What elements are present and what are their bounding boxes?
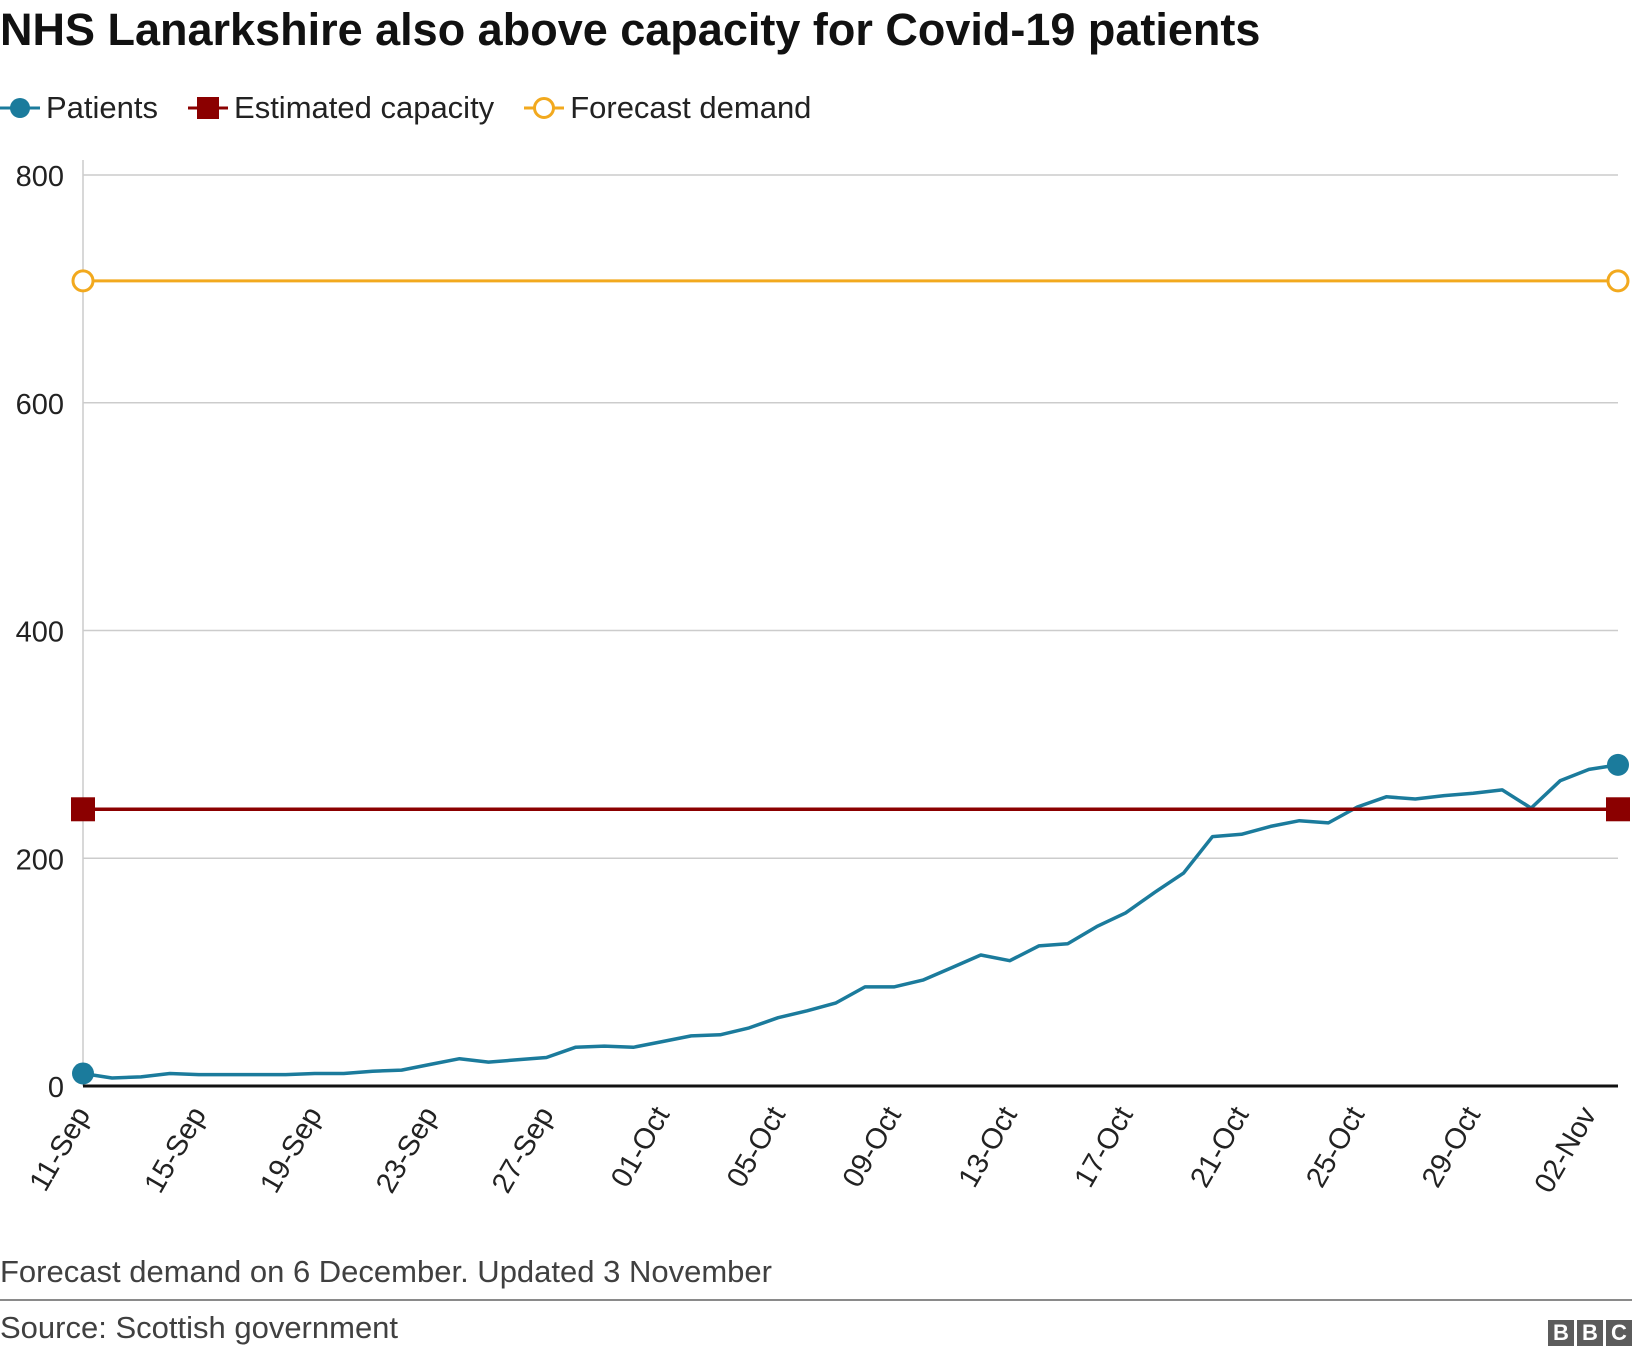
footnote: Forecast demand on 6 December. Updated 3… (0, 1254, 772, 1289)
chart-title: NHS Lanarkshire also above capacity for … (0, 4, 1261, 55)
y-tick-label: 800 (16, 161, 64, 193)
capacity-legend-marker-icon (188, 97, 229, 119)
x-tick-label: 29-Oct (1416, 1102, 1487, 1193)
y-tick-label: 400 (16, 617, 64, 649)
x-tick-label: 17-Oct (1068, 1102, 1139, 1193)
x-tick-label: 13-Oct (953, 1102, 1024, 1193)
x-tick-label: 15-Sep (138, 1102, 212, 1199)
x-tick-label: 02-Nov (1529, 1101, 1604, 1198)
x-tick-label: 01-Oct (605, 1102, 676, 1193)
legend-label-forecast: Forecast demand (570, 90, 812, 125)
x-tick-label: 11-Sep (24, 1102, 97, 1197)
legend: Patients Estimated capacity Forecast dem… (0, 88, 841, 128)
x-tick-label: 09-Oct (837, 1102, 908, 1193)
y-tick-label: 200 (16, 844, 64, 876)
legend-item-capacity[interactable]: Estimated capacity (188, 90, 494, 126)
x-tick-label: 05-Oct (721, 1102, 792, 1193)
footer-divider (0, 1299, 1632, 1301)
bbc-logo-letter: B (1548, 1320, 1574, 1346)
forecast-demand-point (1606, 269, 1630, 293)
legend-item-patients[interactable]: Patients (0, 90, 158, 126)
x-tick-label: 19-Sep (254, 1102, 328, 1199)
legend-label-patients: Patients (46, 90, 159, 125)
y-tick-label: 600 (16, 389, 64, 421)
forecast-legend-marker-icon (524, 97, 565, 119)
source-text: Source: Scottish government (0, 1310, 399, 1345)
x-tick-label: 27-Sep (486, 1102, 560, 1199)
patients-line (82, 763, 1619, 1080)
patients-endpoint (72, 1062, 94, 1085)
y-tick-label: 0 (48, 1072, 64, 1104)
bbc-logo-letter: B (1577, 1320, 1603, 1346)
patients-endpoint (1607, 753, 1629, 776)
legend-label-capacity: Estimated capacity (234, 90, 495, 125)
legend-item-forecast[interactable]: Forecast demand (524, 90, 811, 126)
x-tick-label: 21-Oct (1184, 1102, 1255, 1193)
line-chart: 0 200 400 600 800 11-Sep 15-Sep 19-Sep 23-Sep 27-… (16, 160, 1630, 1199)
estimated-capacity-point (71, 797, 95, 822)
estimated-capacity-point (1606, 797, 1630, 822)
x-tick-label: 23-Sep (370, 1102, 444, 1199)
forecast-demand-point (71, 269, 95, 293)
bbc-logo: B B C (1545, 1320, 1632, 1346)
bbc-logo-letter: C (1606, 1320, 1632, 1346)
x-tick-label: 25-Oct (1300, 1102, 1371, 1193)
patients-legend-marker-icon (0, 98, 40, 118)
